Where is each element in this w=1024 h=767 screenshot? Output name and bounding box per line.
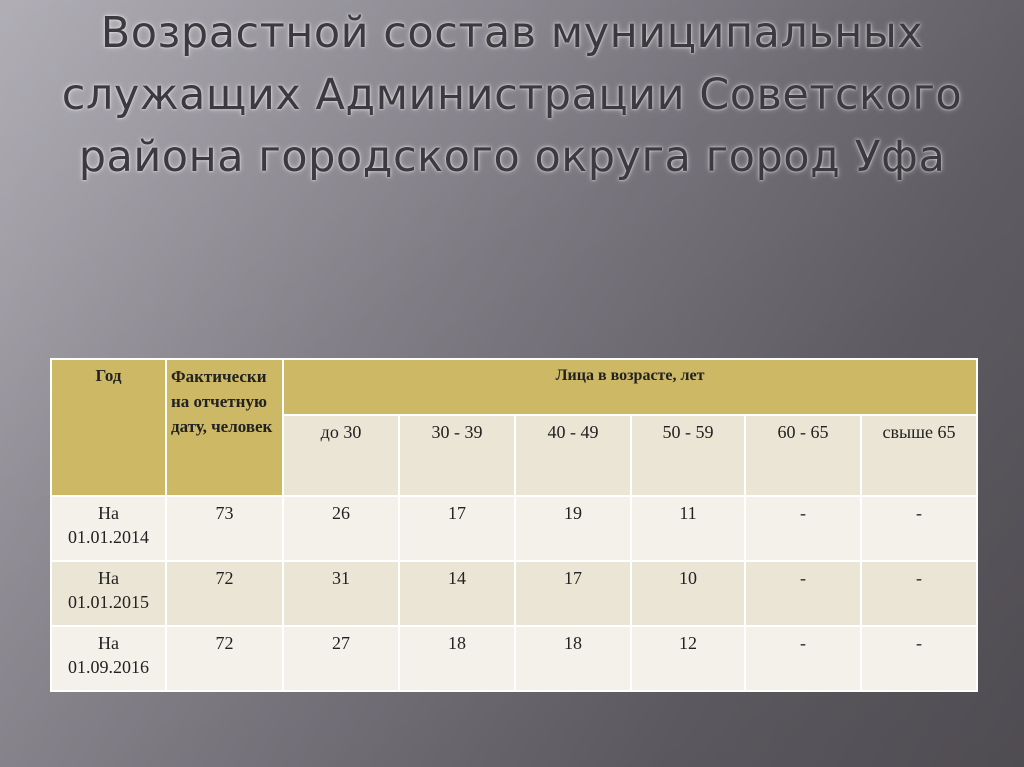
row-value: - (859, 625, 979, 692)
table-row: На 01.01.2015 72 31 14 17 10 - - (50, 560, 979, 627)
age-col-header: до 30 (282, 414, 400, 497)
slide-title: Возрастной состав муниципальных служащих… (61, 8, 963, 182)
row-value: 19 (514, 495, 632, 562)
header-actual: Фактически на отчетную дату, человек (165, 358, 284, 497)
age-col-header: свыше 65 (859, 414, 979, 497)
row-date: На 01.01.2014 (50, 495, 167, 562)
row-value: 11 (630, 495, 746, 562)
age-col-header: 50 - 59 (630, 414, 746, 497)
age-col-header: 40 - 49 (514, 414, 632, 497)
row-value: 10 (630, 560, 746, 627)
row-value: 14 (398, 560, 516, 627)
row-value: - (744, 495, 862, 562)
row-value: 18 (514, 625, 632, 692)
header-age-group: Лица в возрасте, лет (281, 358, 979, 416)
row-value: - (744, 625, 862, 692)
table-row: На 01.09.2016 72 27 18 18 12 - - (50, 625, 979, 692)
row-actual: 72 (165, 560, 284, 627)
row-value: 18 (398, 625, 516, 692)
row-value: - (859, 495, 979, 562)
row-value: - (859, 560, 979, 627)
header-year: Год (50, 358, 167, 497)
row-value: - (744, 560, 862, 627)
row-value: 17 (514, 560, 632, 627)
row-date: На 01.09.2016 (50, 625, 167, 692)
row-value: 27 (282, 625, 400, 692)
age-table: Год Фактически на отчетную дату, человек… (50, 358, 979, 692)
row-value: 31 (282, 560, 400, 627)
age-col-header: 30 - 39 (398, 414, 516, 497)
row-actual: 72 (165, 625, 284, 692)
row-value: 12 (630, 625, 746, 692)
row-date: На 01.01.2015 (50, 560, 167, 627)
age-col-header: 60 - 65 (744, 414, 862, 497)
row-value: 26 (282, 495, 400, 562)
row-actual: 73 (165, 495, 284, 562)
row-value: 17 (398, 495, 516, 562)
table-row: На 01.01.2014 73 26 17 19 11 - - (50, 495, 979, 562)
